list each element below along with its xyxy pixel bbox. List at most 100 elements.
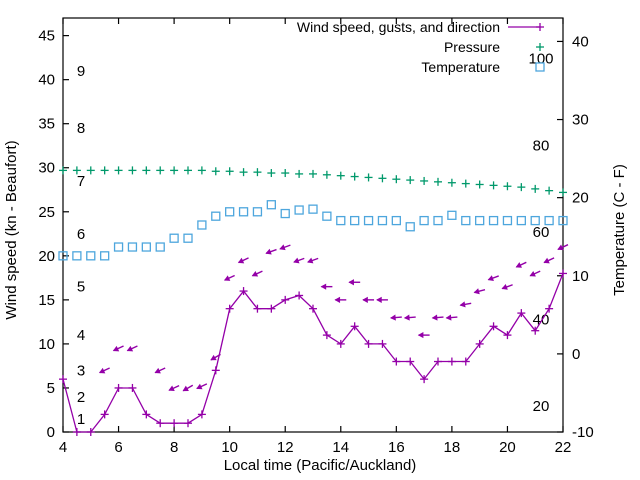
data-point xyxy=(197,410,206,419)
legend-item-1[interactable]: Pressure xyxy=(444,39,544,55)
data-point xyxy=(169,233,179,243)
series-1 xyxy=(59,166,567,197)
x-tick-label: 12 xyxy=(277,439,294,456)
data-point xyxy=(434,177,442,186)
data-point xyxy=(127,242,138,252)
y-tick-label: 40 xyxy=(38,72,55,89)
data-point xyxy=(156,166,165,175)
wind-arrow xyxy=(126,345,138,352)
data-point xyxy=(406,176,415,185)
legend-marker xyxy=(536,43,544,51)
wind-arrow xyxy=(154,367,166,374)
series-0 xyxy=(59,269,567,436)
data-point xyxy=(86,251,96,261)
data-point xyxy=(72,166,81,175)
data-point xyxy=(253,304,262,313)
x-tick-label: 18 xyxy=(444,439,461,456)
y-axis-ticks: 0 5 10 15 20 25 30 35 40 45 xyxy=(38,28,69,441)
data-point xyxy=(211,167,220,176)
data-point xyxy=(309,304,317,313)
wind-arrow xyxy=(390,314,402,321)
data-point xyxy=(559,269,567,278)
data-point xyxy=(142,410,151,419)
x-tick-label: 14 xyxy=(332,439,349,456)
wind-arrow xyxy=(210,353,221,361)
data-point xyxy=(545,186,554,195)
data-point xyxy=(517,309,526,318)
data-point xyxy=(489,181,498,190)
data-point xyxy=(295,291,304,300)
data-point xyxy=(184,166,192,175)
data-point xyxy=(517,183,526,192)
x-tick-label: 6 xyxy=(114,439,122,456)
wind-direction-arrows xyxy=(98,244,569,392)
wind-arrow xyxy=(473,288,486,295)
wind-arrow xyxy=(445,314,458,321)
wind-arrow xyxy=(403,314,416,321)
data-point xyxy=(419,215,429,226)
wind-arrow xyxy=(334,296,347,303)
x-tick-label: 4 xyxy=(59,439,67,456)
fahrenheit-scale-labels: 20 40 60 80 100 xyxy=(528,51,553,416)
data-point xyxy=(447,210,457,220)
data-point xyxy=(336,339,345,348)
legend-marker xyxy=(536,23,544,31)
legend-item-2[interactable]: Temperature xyxy=(421,59,545,75)
data-point xyxy=(294,205,304,215)
y-tick-label: 25 xyxy=(38,204,55,221)
data-point xyxy=(488,215,499,226)
data-point xyxy=(155,242,165,252)
data-point xyxy=(516,215,526,226)
data-point xyxy=(461,215,471,226)
wind-arrow xyxy=(251,270,263,277)
y2-axis-ticks: -10 0 10 20 30 40 xyxy=(557,33,594,441)
data-point xyxy=(86,428,95,436)
data-point xyxy=(281,169,290,178)
data-point xyxy=(447,357,456,366)
data-point xyxy=(406,357,415,366)
data-point xyxy=(447,178,456,187)
wind-arrow xyxy=(320,283,333,290)
wind-arrow xyxy=(112,345,124,352)
data-point xyxy=(461,179,470,188)
data-point xyxy=(336,215,346,226)
data-point xyxy=(239,168,248,177)
wind-arrow xyxy=(279,244,291,251)
data-point xyxy=(377,215,388,226)
x-tick-label: 16 xyxy=(388,439,405,456)
beaufort-label: 7 xyxy=(77,173,85,190)
data-point xyxy=(544,215,554,226)
y2-tick-label: -10 xyxy=(572,424,594,441)
data-point xyxy=(170,419,179,428)
data-point xyxy=(295,169,304,178)
y-tick-label: 30 xyxy=(38,160,55,177)
y2-tick-label: 20 xyxy=(572,190,589,207)
y-tick-label: 5 xyxy=(47,380,55,397)
legend-item-0[interactable]: Wind speed, gusts, and direction xyxy=(297,19,544,35)
data-point xyxy=(420,375,429,384)
legend: Wind speed, gusts, and direction Pressure… xyxy=(297,19,545,75)
y-tick-label: 45 xyxy=(38,28,55,45)
data-point xyxy=(141,242,151,252)
data-point xyxy=(225,304,234,313)
x-axis-ticks: 4 6 8 10 12 14 16 18 20 22 xyxy=(59,18,572,456)
data-point xyxy=(545,304,554,313)
x-tick-label: 22 xyxy=(555,439,572,456)
wind-arrow xyxy=(348,279,361,286)
beaufort-label: 1 xyxy=(77,411,85,428)
data-point xyxy=(350,215,360,226)
data-point xyxy=(502,215,513,226)
y-axis-title: Wind speed (kn - Beaufort) xyxy=(3,140,20,319)
data-point xyxy=(156,419,165,428)
data-point xyxy=(364,173,373,182)
wind-arrow xyxy=(431,314,444,321)
y-tick-label: 35 xyxy=(38,116,55,133)
data-point xyxy=(170,166,179,175)
data-point xyxy=(225,167,234,176)
data-point xyxy=(434,357,442,366)
legend-marker xyxy=(535,62,545,72)
wind-arrow xyxy=(223,274,235,281)
wind-arrow xyxy=(515,261,527,268)
